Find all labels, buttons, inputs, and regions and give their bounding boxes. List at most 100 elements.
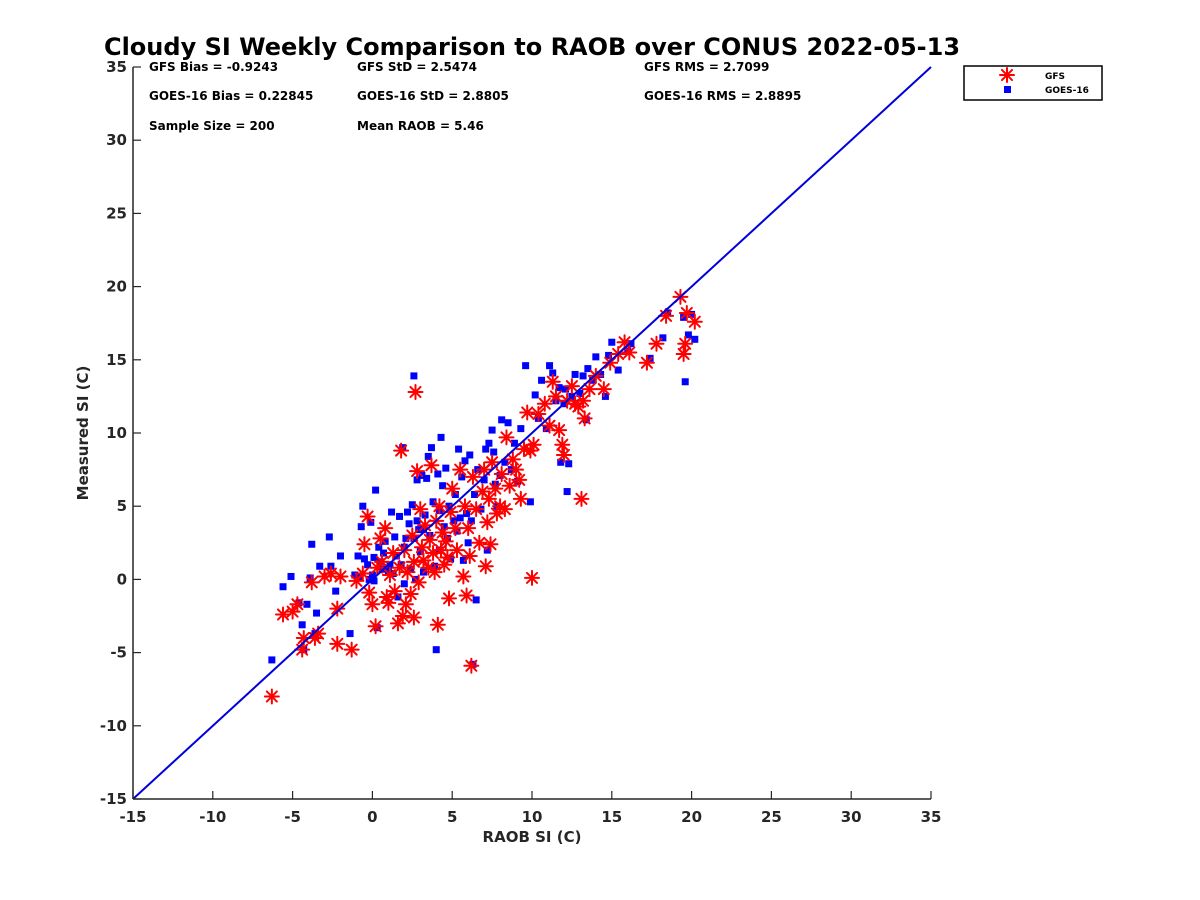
goes16-point	[332, 587, 340, 595]
legend: GFS GOES-16	[963, 65, 1103, 101]
goes16-point	[472, 596, 480, 604]
gfs-point	[399, 564, 416, 581]
goes16-point	[375, 543, 383, 551]
x-tick-label: 30	[841, 808, 862, 826]
goes16-point	[372, 486, 380, 494]
goes16-point	[316, 562, 324, 570]
y-tick-label: 30	[106, 131, 127, 149]
goes16-point	[370, 553, 378, 561]
gfs-point	[444, 480, 461, 497]
gfs-point	[377, 520, 394, 537]
axes: -15 -10 -5 0 5 10 15 20 25 30 35 -15 -10 -5 0 5 10 15 20 25…	[100, 58, 942, 826]
goes16-point	[482, 445, 490, 453]
goes16-point	[365, 575, 373, 583]
goes16-point	[351, 571, 359, 579]
gfs-point	[373, 553, 390, 570]
x-tick-label: 0	[367, 808, 377, 826]
gfs-point	[519, 404, 536, 421]
gfs-point	[686, 313, 703, 330]
y-tick-label: 10	[106, 424, 127, 442]
y-tick-label: -5	[110, 644, 127, 662]
goes16-point	[367, 518, 375, 526]
gfs-point	[455, 568, 472, 585]
goes16-point	[287, 572, 295, 580]
gfs-point	[356, 536, 373, 553]
x-axis-label: RAOB SI (C)	[483, 828, 582, 846]
gfs-point	[405, 609, 422, 626]
gfs-point	[404, 527, 421, 544]
gfs-point	[530, 405, 547, 422]
gfs-point	[329, 600, 346, 617]
gfs-point	[638, 354, 655, 371]
goes16-point	[408, 501, 416, 509]
gfs-point	[575, 392, 592, 409]
goes16-point	[388, 508, 396, 516]
goes16-point	[416, 548, 424, 556]
gfs-point	[361, 584, 378, 601]
gfs-point	[581, 381, 598, 398]
stat-goes-std: GOES-16 StD = 2.8805	[357, 89, 509, 103]
goes16-point	[461, 457, 469, 465]
goes16-point	[531, 391, 539, 399]
goes16-point	[313, 609, 321, 617]
gfs-point	[487, 480, 504, 497]
goes16-point	[456, 514, 464, 522]
legend-label-goes16: GOES-16	[1045, 86, 1089, 96]
goes16-point	[346, 630, 354, 638]
gfs-point	[460, 520, 477, 537]
goes16-point	[364, 561, 372, 569]
goes16-point	[404, 508, 412, 516]
goes16-point	[359, 502, 367, 510]
gfs-point	[484, 454, 501, 471]
goes16-point	[410, 372, 418, 380]
gfs-point	[479, 514, 496, 531]
goes16-point	[488, 426, 496, 434]
gfs-point	[477, 558, 494, 575]
gfs-point	[595, 381, 612, 398]
y-tick-label: 15	[106, 351, 127, 369]
gfs-point	[551, 422, 568, 439]
gfs-point	[426, 564, 443, 581]
gfs-point	[524, 569, 540, 586]
goes16-point	[522, 362, 530, 370]
goes16-point	[306, 574, 314, 582]
gfs-point	[508, 461, 525, 478]
stat-goes-bias: GOES-16 Bias = 0.22845	[149, 89, 313, 103]
gfs-point	[421, 531, 438, 548]
gfs-point	[410, 574, 427, 591]
goes16-point	[368, 571, 376, 579]
goes16-point	[688, 310, 696, 318]
gfs-point	[677, 335, 694, 352]
y-tick-label: 25	[106, 204, 127, 222]
gfs-point	[289, 596, 306, 613]
goes16-point	[471, 490, 479, 498]
goes16-point	[627, 340, 635, 348]
stat-gfs-bias: GFS Bias = -0.9243	[149, 60, 278, 74]
goes16-point	[303, 600, 311, 608]
gfs-point	[447, 520, 464, 537]
gfs-point	[573, 490, 590, 507]
goes16-point	[268, 656, 276, 664]
one-to-one-line	[132, 66, 932, 800]
gfs-point	[322, 565, 339, 582]
goes16-point	[463, 510, 471, 518]
x-tick-label: 35	[921, 808, 942, 826]
gfs-point	[354, 565, 371, 582]
goes16-point	[563, 488, 571, 496]
goes16-point	[440, 523, 448, 531]
gfs-point	[456, 498, 473, 515]
gfs-point	[263, 688, 280, 705]
goes16-point	[455, 445, 463, 453]
gfs-point	[425, 545, 442, 562]
gfs-point	[648, 335, 665, 352]
goes16-point	[579, 372, 587, 380]
goes16-point	[389, 570, 397, 578]
gfs-point	[493, 465, 510, 482]
legend-asterisk-mark	[999, 67, 1015, 83]
goes16-point	[597, 370, 605, 378]
gfs-point	[329, 635, 346, 652]
gfs-point	[386, 583, 403, 600]
goes16-point	[429, 498, 437, 506]
goes16-point	[354, 552, 362, 560]
gfs-point	[471, 534, 488, 551]
